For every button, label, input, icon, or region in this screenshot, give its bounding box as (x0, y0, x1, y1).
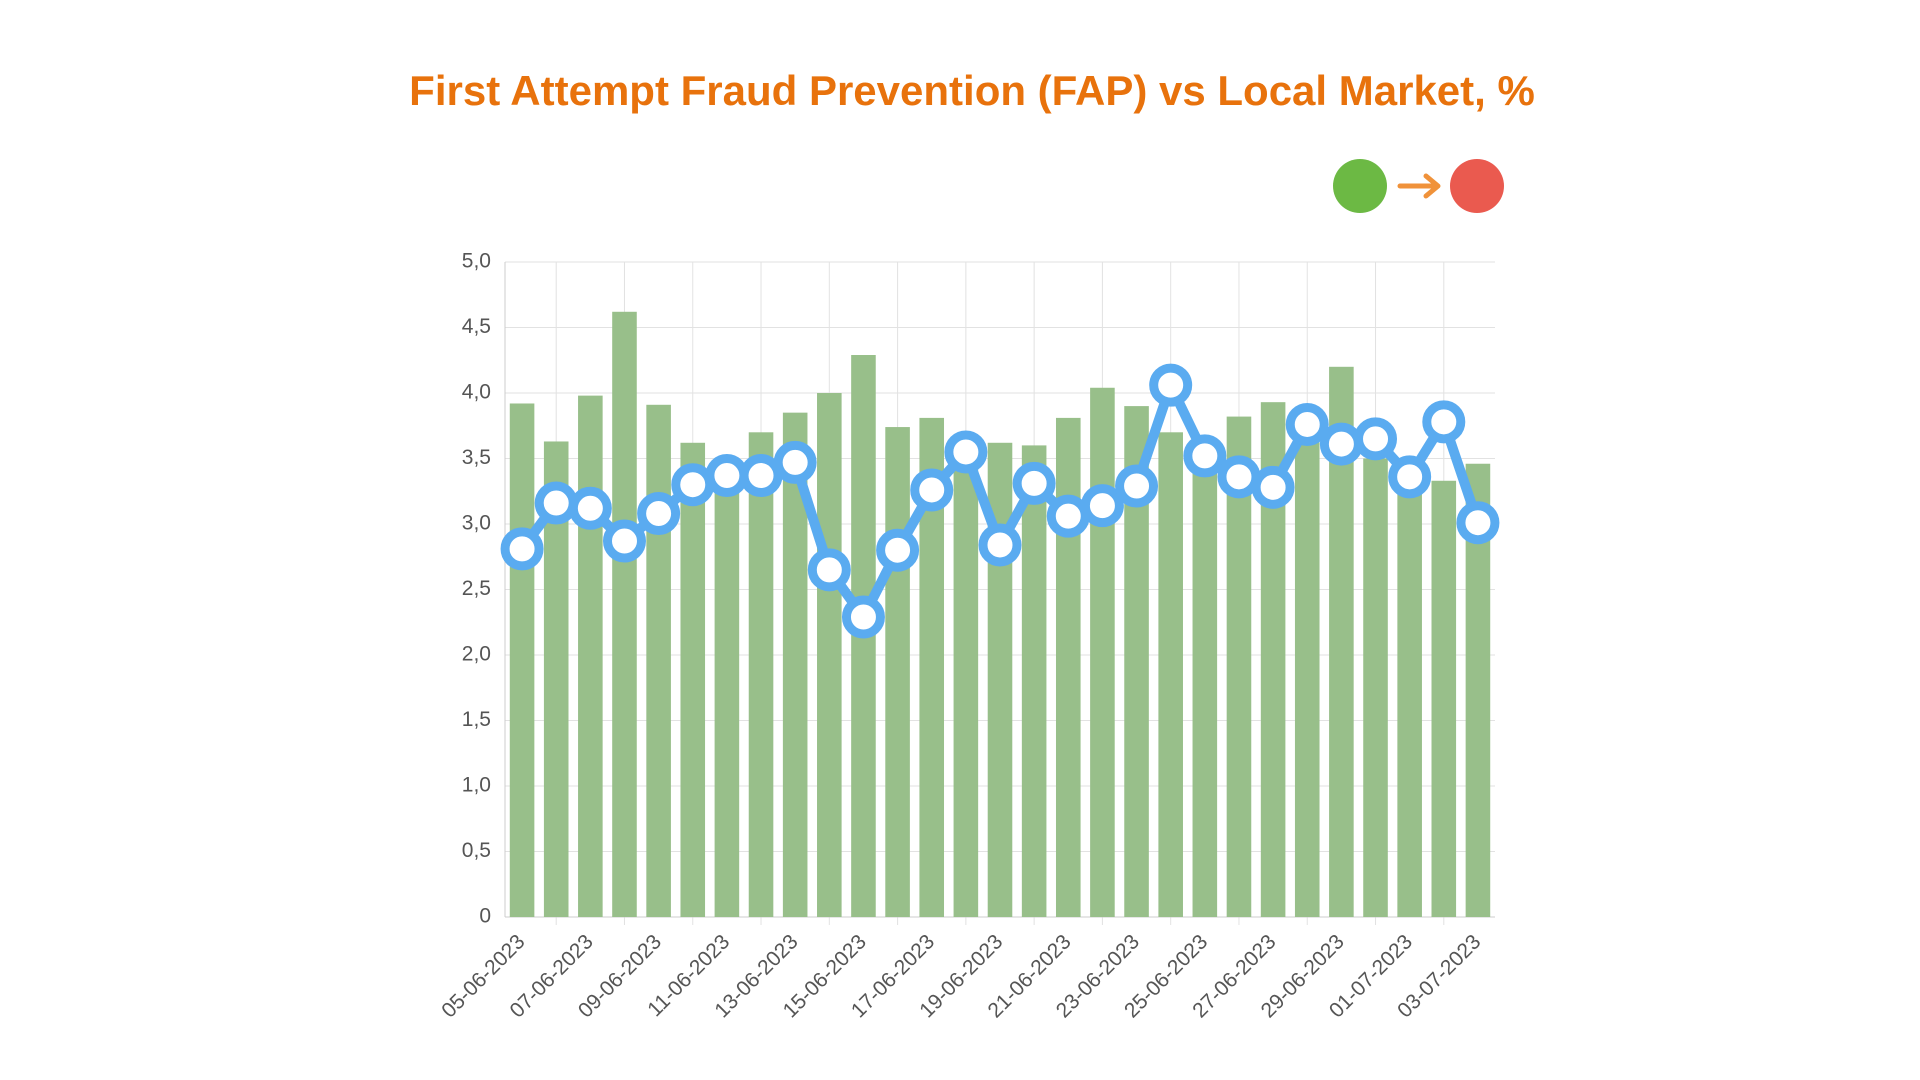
line-point (1080, 484, 1124, 528)
y-tick-label: 3,5 (462, 446, 491, 469)
line-point (807, 548, 851, 592)
line-point (1285, 402, 1329, 446)
y-tick-label: 1,5 (462, 708, 491, 731)
y-tick-label: 2,0 (462, 643, 491, 666)
line-point (1251, 465, 1295, 509)
line-point (602, 519, 646, 563)
bar (1055, 417, 1081, 917)
line-point (944, 430, 988, 474)
line-point (637, 492, 681, 536)
chart-title: First Attempt Fraud Prevention (FAP) vs … (409, 67, 1535, 114)
bar (885, 427, 910, 917)
line-point (773, 440, 817, 484)
bar (1431, 480, 1457, 917)
bar (1090, 387, 1115, 917)
line-point (910, 468, 954, 512)
line-point (500, 527, 544, 571)
bar (1363, 458, 1388, 917)
bar (578, 395, 603, 917)
line-point (534, 481, 578, 525)
bar (1158, 432, 1183, 917)
line-point (1388, 455, 1432, 499)
y-tick-label: 0,5 (462, 839, 491, 862)
bar (953, 445, 979, 917)
line-point (705, 454, 749, 498)
line-point (876, 528, 920, 572)
line-point (1149, 363, 1193, 407)
bar (1192, 451, 1218, 917)
bar (612, 311, 637, 917)
y-tick-label: 4,0 (462, 381, 491, 404)
bar (714, 465, 740, 917)
bar (1397, 471, 1422, 917)
y-tick-label: 1,0 (462, 774, 491, 797)
line-point (1115, 464, 1159, 508)
status-dot-red (1450, 159, 1504, 213)
y-tick-label: 4,5 (462, 315, 491, 338)
y-tick-label: 3,0 (462, 512, 491, 535)
bar (1294, 419, 1320, 917)
y-tick-label: 2,5 (462, 577, 491, 600)
line-point (1217, 455, 1261, 499)
line-point (1012, 461, 1056, 505)
bar (817, 393, 842, 917)
bar (1226, 416, 1252, 917)
bar (509, 403, 535, 918)
line-point (1046, 494, 1090, 538)
line-point (568, 486, 612, 530)
bar (646, 404, 671, 917)
line-point (1183, 434, 1227, 478)
status-dot-green (1333, 159, 1387, 213)
status-arrow (1397, 173, 1441, 199)
line-point (671, 463, 715, 507)
bar (748, 432, 774, 917)
line-point (1456, 501, 1500, 545)
line-point (978, 523, 1022, 567)
y-tick-label: 0 (479, 905, 491, 928)
line-point (1319, 422, 1363, 466)
bar (680, 442, 706, 917)
bar (1021, 445, 1047, 917)
line-point (1422, 400, 1466, 444)
y-tick-label: 5,0 (462, 250, 491, 273)
line-point (1354, 417, 1398, 461)
line-point (841, 595, 885, 639)
line-point (739, 454, 783, 498)
